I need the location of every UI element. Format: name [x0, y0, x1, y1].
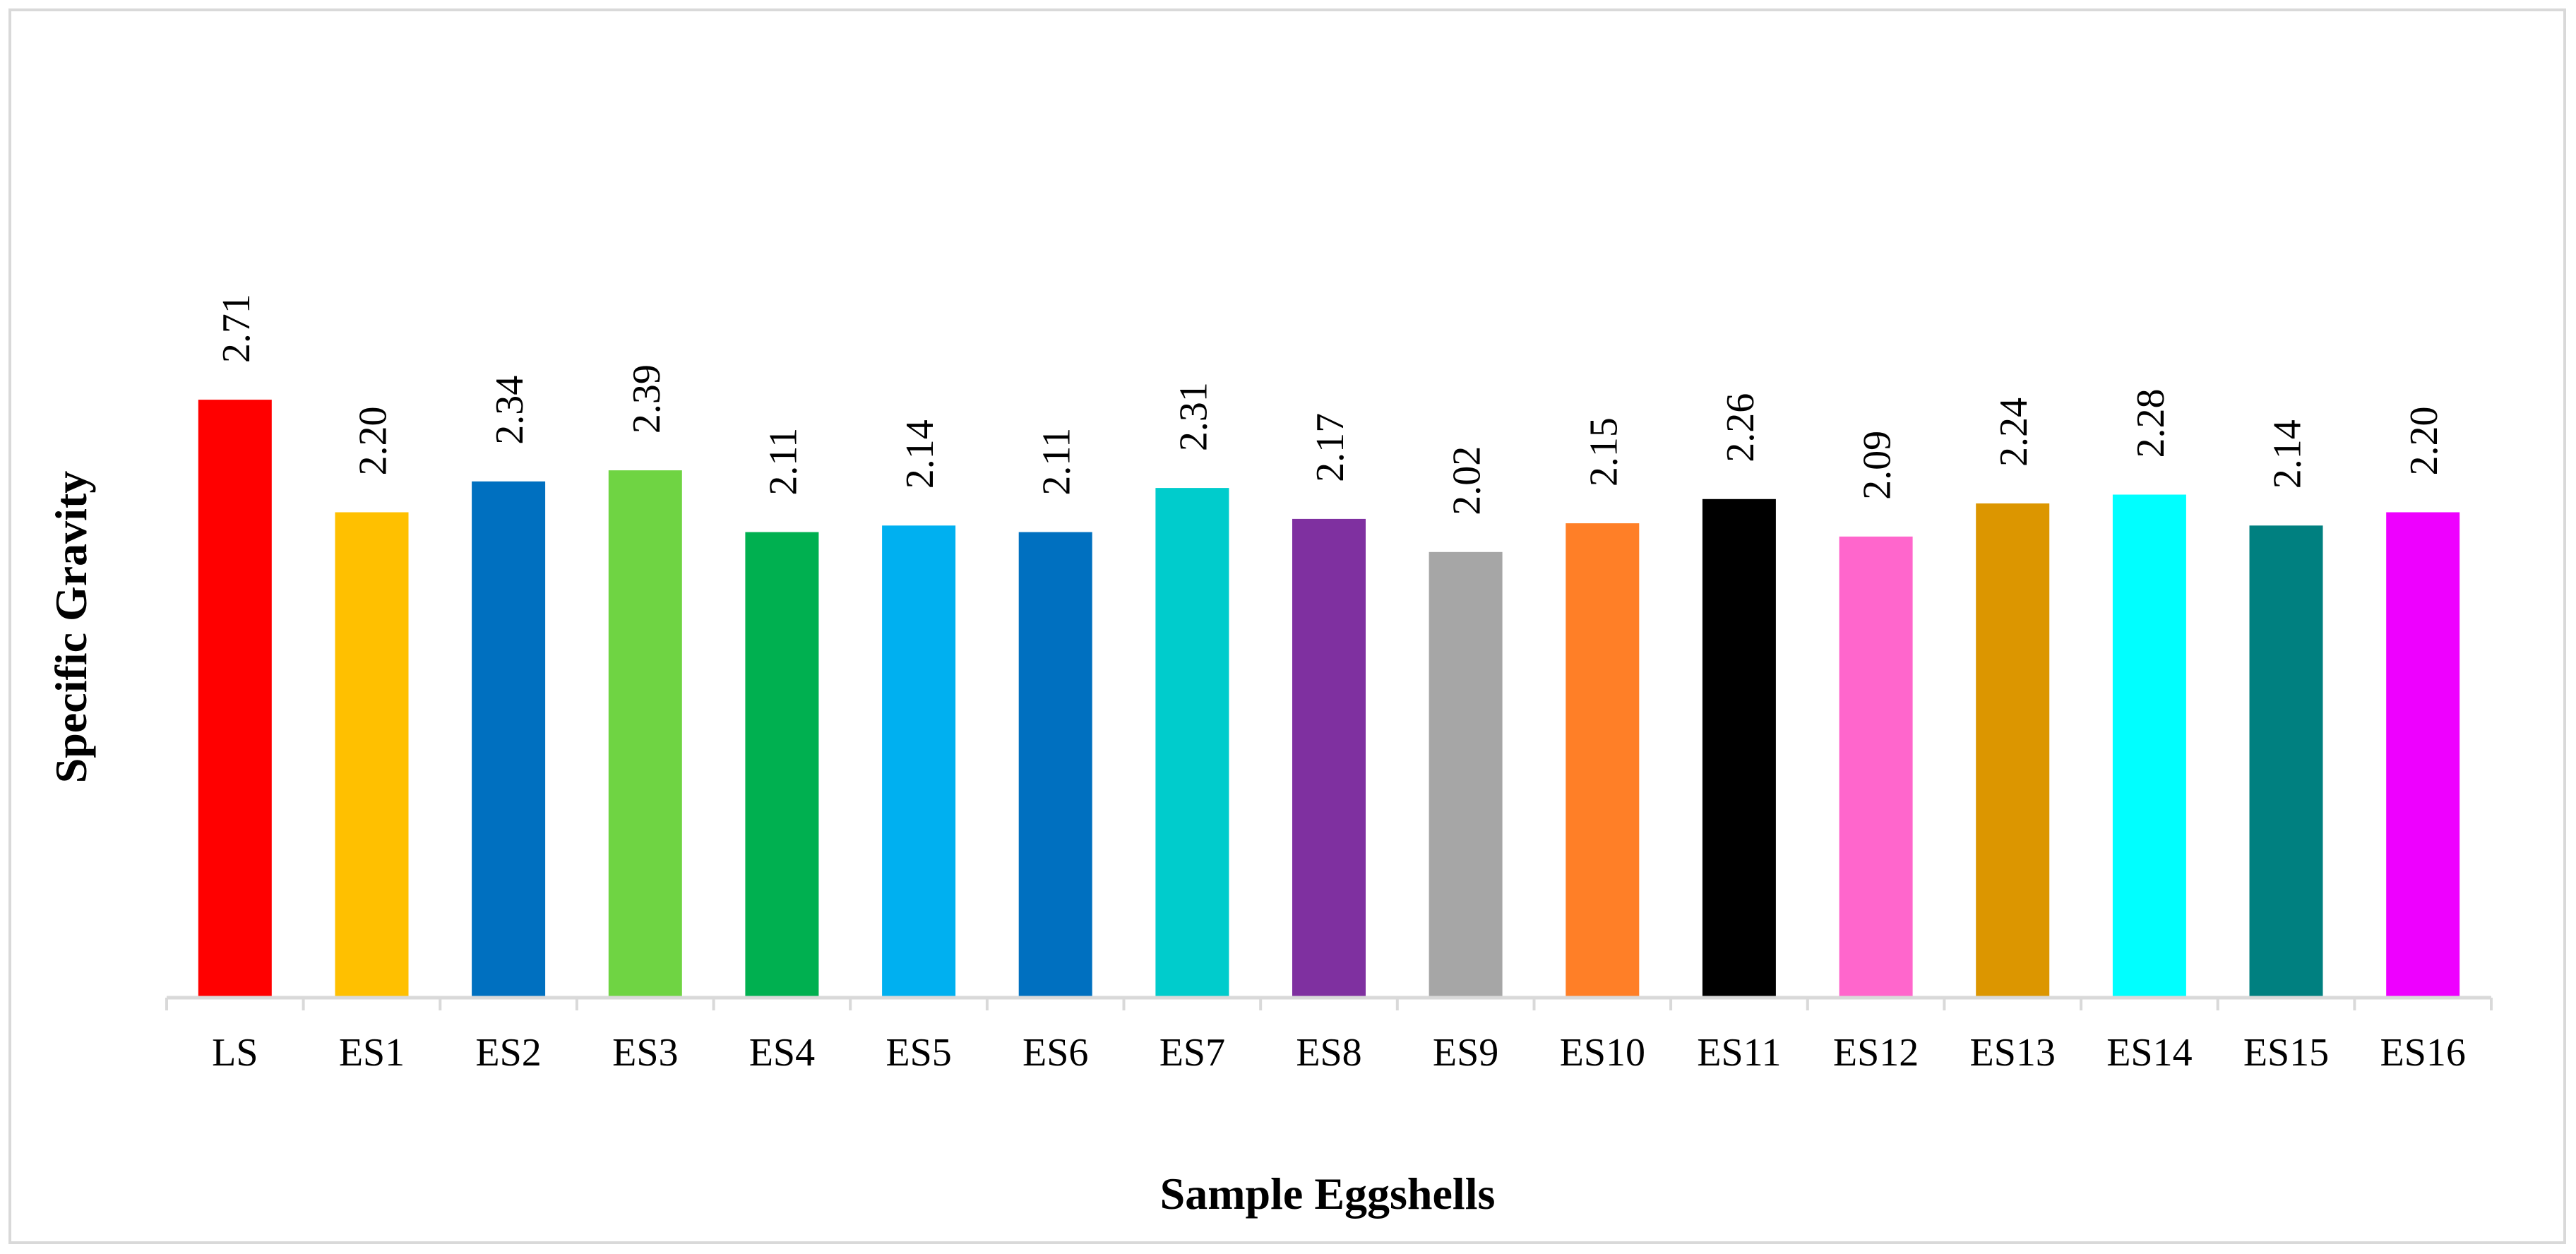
- category-labels: LS ES1 ES2 ES3 ES4 ES5 ES6 ES7 ES8 ES9 ES10 ES11 ES1…: [212, 1031, 2466, 1075]
- bar-es13: [1976, 503, 2050, 998]
- y-axis-title: Specific Gravity: [46, 471, 96, 784]
- category-label-es12: ES12: [1833, 1031, 1919, 1075]
- bar-es8: [1292, 518, 1366, 998]
- data-label-es8: 2.17: [1308, 413, 1352, 482]
- data-label-es12: 2.09: [1856, 431, 1900, 500]
- data-label-es13: 2.24: [1992, 398, 2036, 467]
- bars-layer: [198, 400, 2460, 998]
- data-label-es7: 2.31: [1171, 382, 1215, 451]
- data-label-es3: 2.39: [625, 364, 669, 434]
- category-label-es3: ES3: [612, 1031, 678, 1075]
- category-label-es6: ES6: [1022, 1031, 1088, 1075]
- category-label-es13: ES13: [1970, 1031, 2056, 1075]
- category-label-es5: ES5: [886, 1031, 951, 1075]
- data-label-es6: 2.11: [1035, 428, 1079, 496]
- category-label-es16: ES16: [2380, 1031, 2466, 1075]
- data-label-es10: 2.15: [1582, 417, 1626, 486]
- category-label-es2: ES2: [475, 1031, 541, 1075]
- bar-es10: [1566, 523, 1640, 998]
- category-label-es9: ES9: [1433, 1031, 1498, 1075]
- category-label-es8: ES8: [1296, 1031, 1361, 1075]
- data-labels: 2.71 2.20 2.34 2.39 2.11 2.14 2.11 2.31 2.17 2.02…: [215, 294, 2446, 515]
- category-label-es1: ES1: [339, 1031, 405, 1075]
- bar-es11: [1702, 498, 1776, 998]
- bar-es3: [608, 470, 682, 998]
- category-label-es11: ES11: [1697, 1031, 1781, 1075]
- x-axis: [165, 996, 2493, 1010]
- bar-es9: [1429, 551, 1503, 998]
- data-label-es4: 2.11: [761, 428, 805, 496]
- category-label-es7: ES7: [1159, 1031, 1225, 1075]
- data-label-es11: 2.26: [1719, 393, 1763, 462]
- data-label-es2: 2.34: [488, 376, 532, 445]
- data-label-es5: 2.14: [898, 419, 942, 489]
- x-axis-title: Sample Eggshells: [1160, 1169, 1496, 1219]
- bar-es5: [882, 525, 956, 998]
- bar-es2: [472, 481, 546, 998]
- bar-ls: [198, 400, 272, 998]
- data-label-es1: 2.20: [352, 407, 395, 476]
- data-label-es9: 2.02: [1445, 446, 1489, 515]
- category-label-es4: ES4: [749, 1031, 815, 1075]
- bar-es4: [745, 532, 819, 998]
- bar-es16: [2386, 512, 2460, 998]
- data-label-es14: 2.28: [2129, 389, 2173, 458]
- bar-es1: [335, 512, 409, 998]
- data-label-es15: 2.14: [2266, 419, 2310, 489]
- category-label-ls: LS: [212, 1031, 258, 1075]
- bar-es12: [1839, 536, 1913, 998]
- bar-es14: [2112, 494, 2186, 998]
- bar-es6: [1018, 532, 1092, 998]
- bar-es15: [2249, 525, 2323, 998]
- bar-es7: [1155, 488, 1229, 998]
- category-label-es14: ES14: [2106, 1031, 2192, 1075]
- data-label-es16: 2.20: [2402, 407, 2446, 476]
- category-label-es15: ES15: [2243, 1031, 2329, 1075]
- data-label-ls: 2.71: [215, 294, 258, 363]
- category-label-es10: ES10: [1560, 1031, 1645, 1075]
